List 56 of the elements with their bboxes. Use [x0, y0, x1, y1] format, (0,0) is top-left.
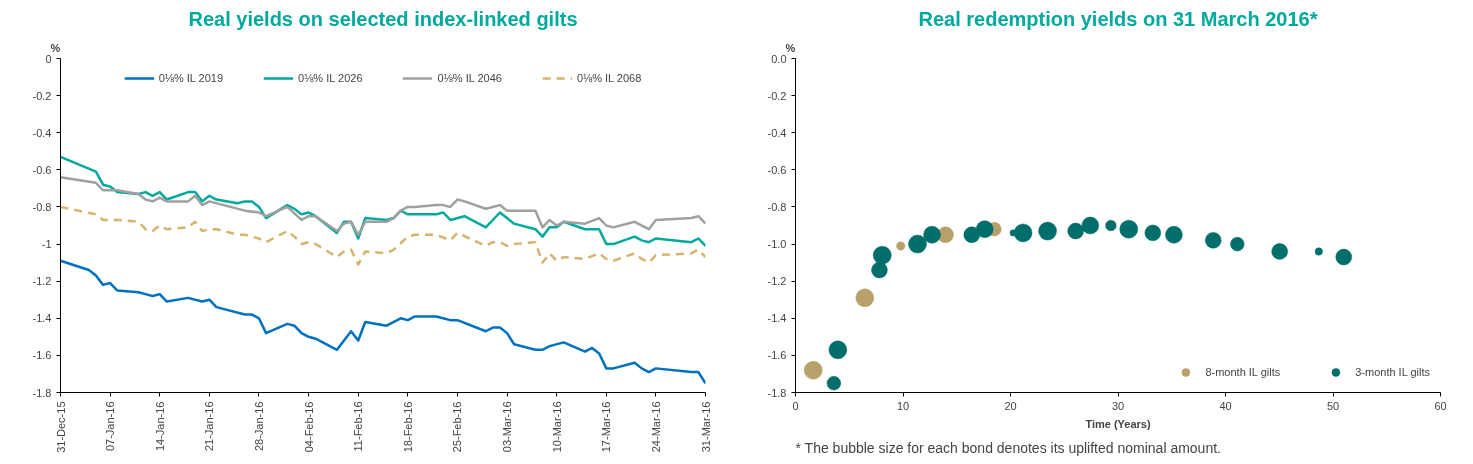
x-axis-title: Time (Years) [1085, 417, 1151, 430]
y-axis-title: % [785, 41, 796, 54]
x-tick-label: 50 [1326, 399, 1340, 412]
y-tick-label: -1.4 [32, 312, 52, 325]
y-tick-label: -1.2 [767, 275, 787, 288]
x-tick-label: 20 [1004, 399, 1017, 412]
y-tick-label: -0.2 [32, 89, 52, 102]
x-tick-label: 07-Jan-16 [104, 401, 117, 452]
y-tick-label: -0.8 [32, 200, 52, 213]
x-tick-label: 24-Mar-16 [649, 401, 662, 453]
x-tick-label: 31-Mar-16 [699, 401, 712, 453]
legend-label: 0⅛% IL 2019 [158, 72, 224, 84]
y-tick-label: -0.4 [32, 126, 52, 139]
chart-title: Real yields on selected index-linked gilts [188, 7, 578, 30]
line-series [60, 205, 706, 266]
x-tick-label: 28-Jan-16 [252, 401, 265, 452]
text: * The bubble size for each bond denotes its uplifted nominal amount. [795, 439, 1221, 456]
line-series [60, 259, 706, 385]
x-tick-label: 11-Feb-16 [352, 401, 365, 452]
y-tick-label: -1.0 [767, 238, 787, 251]
x-tick-label: 18-Feb-16 [401, 401, 414, 453]
y-tick-label: -0.4 [767, 126, 787, 139]
x-tick-label: 30 [1111, 399, 1125, 412]
y-tick-label: -1 [41, 238, 52, 251]
legend-label: 8-month IL gilts [1205, 366, 1281, 378]
y-tick-label: -1.6 [767, 349, 787, 362]
y-tick-label: -0.2 [767, 89, 787, 102]
x-tick-label: 0 [792, 399, 799, 412]
x-tick-label: 04-Feb-16 [302, 401, 315, 453]
y-tick-label: 0.0 [771, 52, 787, 65]
y-tick-label: 0 [45, 52, 52, 65]
legend-label: 0⅛% IL 2046 [437, 72, 502, 84]
y-axis-title: % [50, 41, 61, 54]
y-tick-label: -1.6 [32, 349, 52, 362]
x-tick-label: 31-Dec-15 [54, 401, 67, 453]
x-tick-label: 10-Mar-16 [550, 401, 563, 453]
legend-label: 0⅛% IL 2026 [298, 72, 363, 84]
x-tick-label: 10 [896, 399, 910, 412]
y-tick-label: -1.4 [767, 312, 787, 325]
x-tick-label: 25-Feb-16 [451, 401, 464, 453]
line-series [60, 176, 706, 237]
y-tick-label: -0.8 [767, 200, 787, 213]
y-tick-label: -1.2 [32, 275, 52, 288]
legend-label: 0⅛% IL 2068 [576, 72, 642, 84]
x-tick-label: 17-Mar-16 [600, 401, 613, 453]
y-tick-label: -1.8 [767, 386, 787, 399]
x-tick-label: 14-Jan-16 [153, 401, 166, 452]
x-tick-label: 03-Mar-16 [501, 401, 514, 453]
x-tick-label: 21-Jan-16 [203, 401, 216, 452]
y-tick-label: -0.6 [32, 163, 52, 176]
legend-label: 3-month IL gilts [1355, 366, 1430, 378]
chart-title: Real redemption yields on 31 March 2016* [918, 7, 1318, 30]
x-tick-label: 60 [1434, 399, 1447, 412]
y-tick-label: -0.6 [767, 163, 787, 176]
y-tick-label: -1.8 [32, 386, 52, 399]
x-tick-label: 40 [1219, 399, 1232, 412]
